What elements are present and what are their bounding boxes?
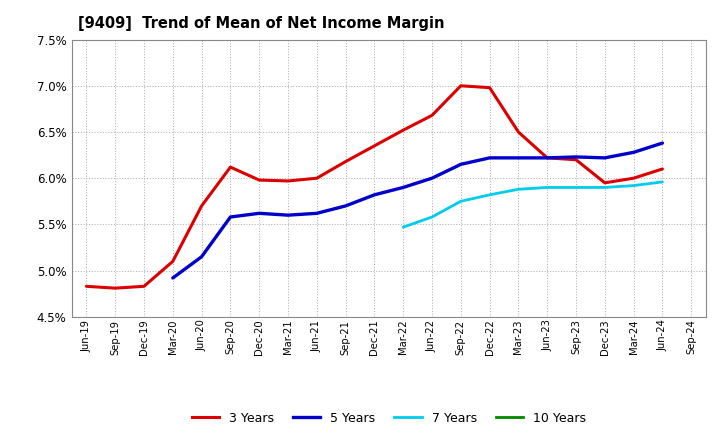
Text: [9409]  Trend of Mean of Net Income Margin: [9409] Trend of Mean of Net Income Margi… bbox=[78, 16, 445, 32]
Legend: 3 Years, 5 Years, 7 Years, 10 Years: 3 Years, 5 Years, 7 Years, 10 Years bbox=[192, 412, 586, 425]
